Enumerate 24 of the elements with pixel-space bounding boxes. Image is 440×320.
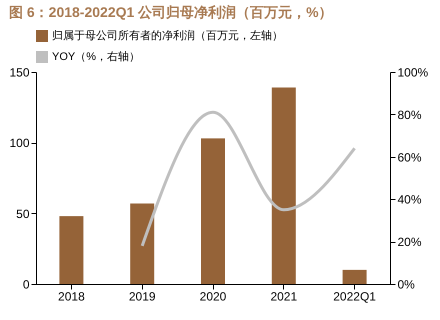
y-tick-label: 0 (22, 278, 30, 292)
y-tick-label: 100 (9, 136, 30, 150)
y2-tick-label: 80% (398, 108, 422, 122)
y2-tick-label: 40% (398, 192, 422, 207)
chart-title: 图 6：2018-2022Q1 公司归母净利润（百万元，%） (8, 4, 333, 20)
line-series (140, 110, 356, 248)
bar (201, 138, 225, 284)
x-tick-label: 2018 (58, 290, 86, 304)
y-tick-label: 150 (9, 66, 30, 80)
bar (272, 88, 296, 284)
legend-label: YOY（%，右轴） (52, 50, 140, 63)
y2-tick-label: 0% (398, 278, 416, 292)
x-tick-label: 2021 (270, 290, 298, 304)
bar (342, 270, 367, 284)
legend-label: 归属于母公司所有者的净利润（百万元，左轴） (52, 29, 283, 42)
y2-tick-label: 60% (398, 150, 422, 164)
x-tick-label: 2022Q1 (333, 290, 376, 304)
bar (130, 203, 154, 284)
y2-tick-label: 100% (398, 66, 429, 80)
y-tick-label: 50 (16, 206, 30, 221)
x-tick-label: 2019 (128, 290, 156, 304)
x-tick-label: 2020 (200, 290, 227, 304)
y2-tick-label: 20% (398, 235, 422, 250)
bar (59, 216, 84, 284)
